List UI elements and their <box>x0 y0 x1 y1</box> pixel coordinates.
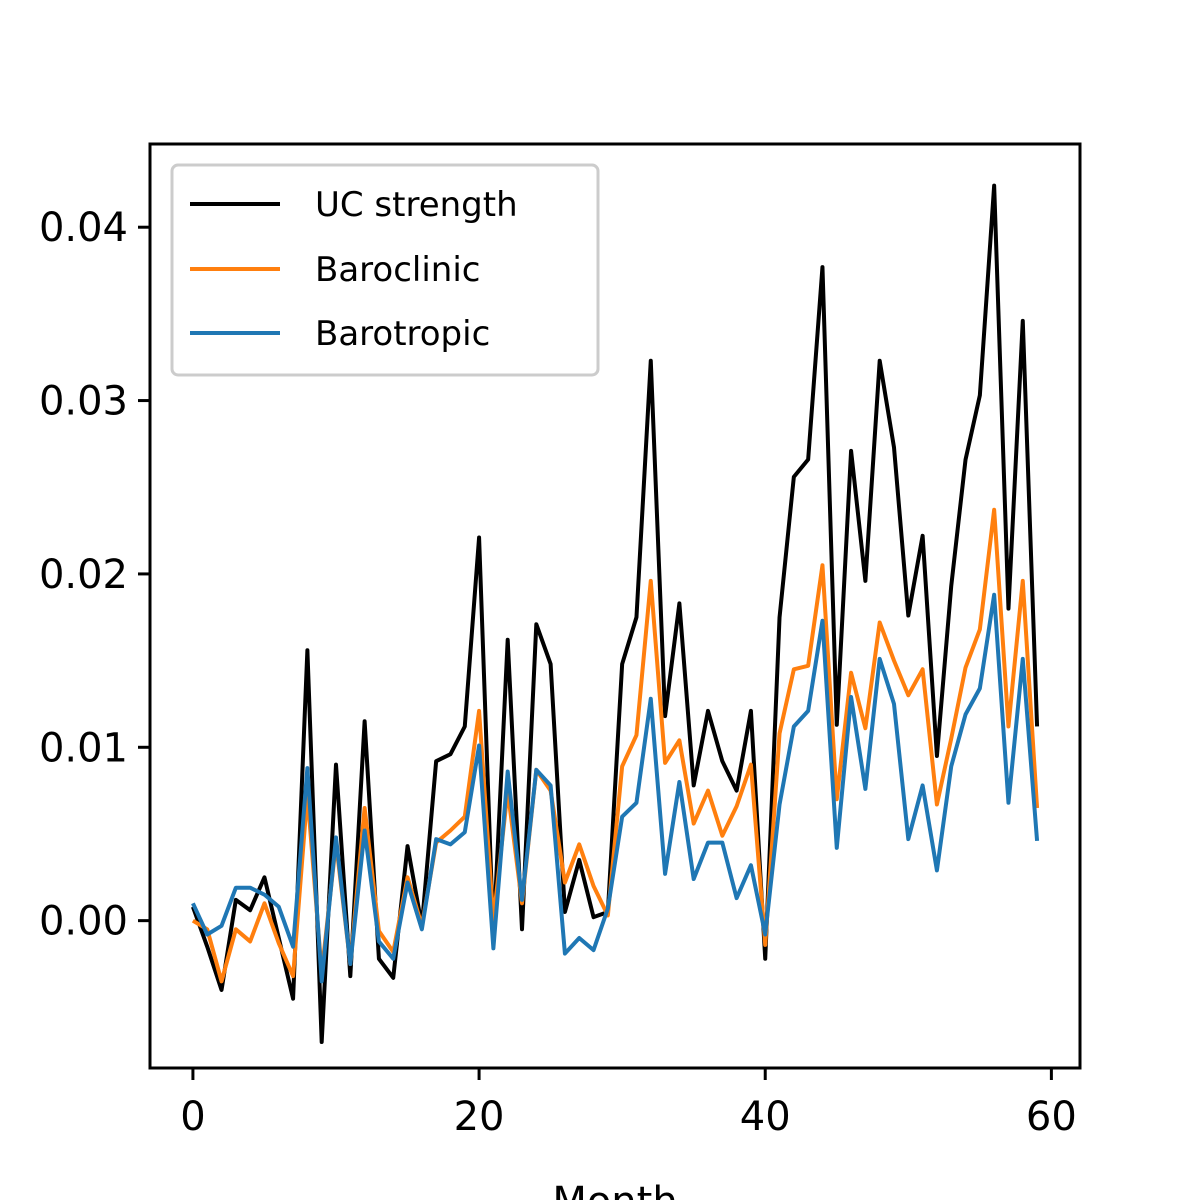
x-axis: 0 20 40 60 <box>180 1068 1077 1140</box>
y-axis: 0.00 0.01 0.02 0.03 0.04 <box>39 205 150 945</box>
x-tick-label: 40 <box>740 1094 791 1140</box>
legend-label-barotropic: Barotropic <box>315 314 490 354</box>
series-line-barotropic <box>191 592 1040 984</box>
x-tick-label: 20 <box>454 1094 505 1140</box>
y-tick-label: 0.04 <box>39 205 128 251</box>
x-tick-label: 0 <box>180 1094 205 1140</box>
legend-label-uc-strength: UC strength <box>315 185 518 225</box>
legend-box <box>170 163 600 377</box>
y-tick-label: 0.02 <box>39 552 128 598</box>
x-axis-label: Month <box>552 1179 677 1200</box>
plot-frame <box>148 142 1082 1070</box>
series-layer <box>191 183 1040 1044</box>
legend: UC strength Baroclinic Barotropic <box>170 163 600 377</box>
y-tick-label: 0.01 <box>39 725 128 771</box>
x-tick-label: 60 <box>1026 1094 1077 1140</box>
legend-label-baroclinic: Baroclinic <box>315 250 480 290</box>
y-tick-label: 0.00 <box>39 899 128 945</box>
series-line-uc-strength <box>191 183 1040 1044</box>
y-tick-label: 0.03 <box>39 379 128 425</box>
